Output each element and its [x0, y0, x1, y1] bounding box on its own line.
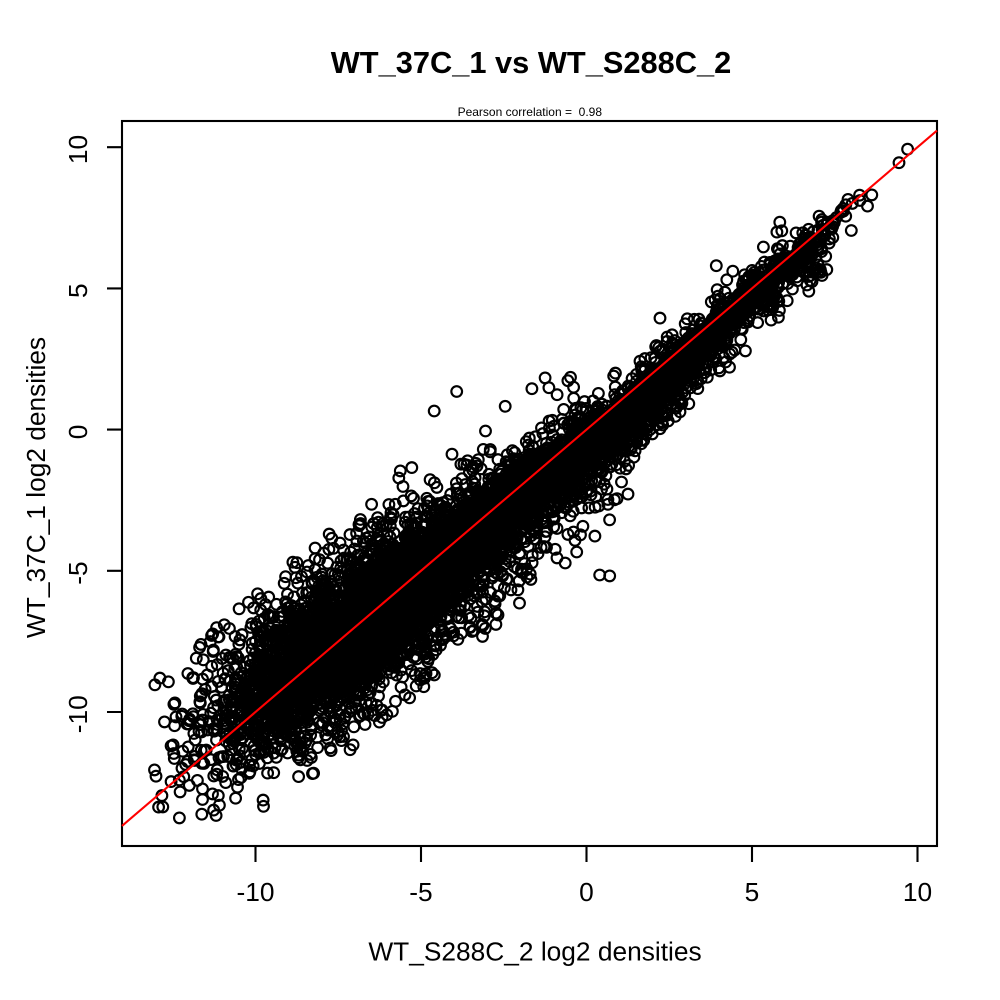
svg-text:-10: -10: [236, 877, 274, 907]
svg-text:5: 5: [63, 283, 93, 298]
svg-text:-10: -10: [63, 695, 93, 733]
svg-text:WT_37C_1 vs WT_S288C_2: WT_37C_1 vs WT_S288C_2: [331, 45, 732, 80]
svg-text:0: 0: [579, 877, 594, 907]
svg-text:-5: -5: [63, 561, 93, 584]
svg-text:Pearson correlation = 0.98: Pearson correlation = 0.98: [458, 105, 603, 119]
svg-text:0: 0: [63, 425, 93, 440]
svg-text:WT_37C_1 log2 densities: WT_37C_1 log2 densities: [21, 337, 51, 638]
svg-text:WT_S288C_2 log2 densities: WT_S288C_2 log2 densities: [368, 937, 701, 967]
svg-text:10: 10: [903, 877, 932, 907]
svg-text:-5: -5: [409, 877, 432, 907]
svg-text:10: 10: [63, 135, 93, 164]
svg-text:5: 5: [745, 877, 760, 907]
